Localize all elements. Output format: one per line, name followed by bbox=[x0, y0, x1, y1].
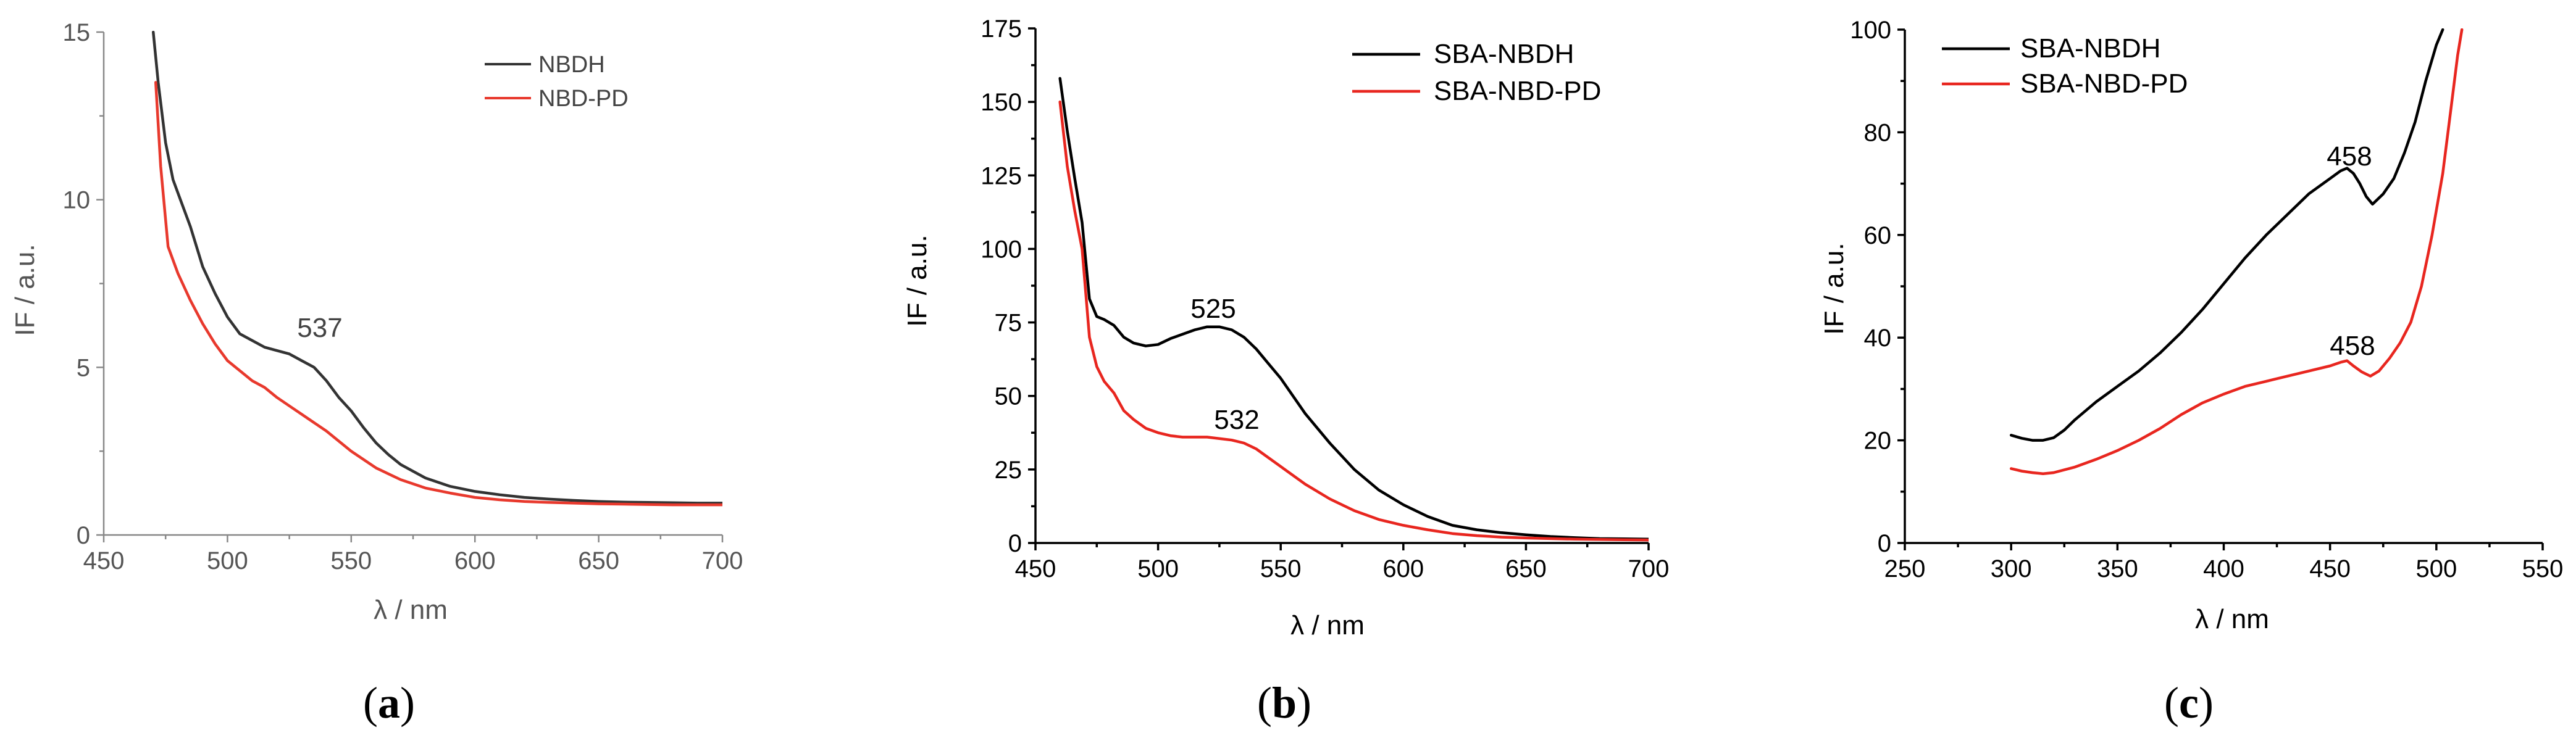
y-tick-label: 15 bbox=[63, 19, 91, 46]
panel-label-c-letter: c bbox=[2179, 678, 2199, 727]
y-tick-label: 100 bbox=[981, 236, 1022, 263]
peak-annotation-nbd-pd: 532 bbox=[1214, 405, 1259, 435]
panel-label-c: (c) bbox=[2164, 678, 2214, 727]
series-line-nbdh bbox=[151, 31, 722, 505]
legend-label-sba-nbdh: SBA-NBDH bbox=[1434, 39, 1574, 69]
x-tick-label: 700 bbox=[702, 547, 743, 574]
x-tick-label: 400 bbox=[2203, 555, 2244, 582]
y-tick-label: 0 bbox=[77, 522, 90, 549]
y-tick-label: 20 bbox=[1864, 428, 1892, 455]
series-line-nbd-pd bbox=[154, 81, 722, 507]
y-tick-label: 5 bbox=[77, 354, 90, 381]
y-tick-label: 175 bbox=[981, 15, 1022, 43]
x-tick-label: 500 bbox=[1137, 555, 1179, 582]
legend: SBA-NBDH SBA-NBD-PD bbox=[1942, 33, 2188, 99]
x-tick-label: 300 bbox=[1991, 555, 2032, 582]
peak-annotation: 537 bbox=[297, 313, 342, 343]
y-axis-label: IF / a.u. bbox=[902, 234, 932, 326]
y-tick-label: 100 bbox=[1850, 17, 1891, 44]
y-tick-label: 10 bbox=[63, 187, 91, 214]
series-line-sba-nbdh bbox=[2009, 28, 2444, 442]
x-tick-label: 550 bbox=[2522, 555, 2564, 582]
panel-a-series bbox=[151, 31, 722, 507]
panel-c: 250 300 350 400 450 500 550 0 20 40 60 80 100 λ / nm… bbox=[1819, 17, 2563, 634]
legend-label-sba-nbd-pd: SBA-NBD-PD bbox=[2020, 68, 2188, 99]
x-tick-label: 450 bbox=[83, 547, 125, 574]
panel-c-series bbox=[2009, 28, 2464, 475]
panel-b-ticks: 450 500 550 600 650 700 0 25 50 75 100 125 150 175 bbox=[981, 15, 1669, 582]
x-tick-label: 350 bbox=[2097, 555, 2138, 582]
peak-annotation-nbdh: 525 bbox=[1190, 294, 1236, 324]
y-tick-label: 50 bbox=[995, 383, 1022, 410]
legend-label-sba-nbd-pd: SBA-NBD-PD bbox=[1434, 76, 1601, 106]
legend-label-sba-nbdh: SBA-NBDH bbox=[2020, 33, 2160, 64]
series-line-sba-nbd-pd bbox=[1058, 100, 1649, 542]
panel-b-series bbox=[1058, 77, 1649, 542]
y-tick-label: 150 bbox=[981, 89, 1022, 116]
x-tick-label: 250 bbox=[1884, 555, 1926, 582]
panel-b: 450 500 550 600 650 700 0 25 50 75 100 125 150 175 λ … bbox=[902, 15, 1669, 640]
y-tick-label: 25 bbox=[995, 457, 1022, 484]
x-tick-label: 550 bbox=[330, 547, 372, 574]
x-tick-label: 550 bbox=[1260, 555, 1302, 582]
y-tick-label: 0 bbox=[1878, 530, 1891, 557]
y-tick-label: 75 bbox=[995, 310, 1022, 337]
panel-label-a: (a) bbox=[363, 678, 415, 727]
legend: SBA-NBDH SBA-NBD-PD bbox=[1352, 39, 1601, 106]
x-axis-label: λ / nm bbox=[374, 595, 448, 625]
x-tick-label: 600 bbox=[454, 547, 496, 574]
x-tick-label: 600 bbox=[1382, 555, 1424, 582]
legend: NBDH NBD-PD bbox=[485, 52, 629, 112]
y-axis-label: IF / a.u. bbox=[1819, 242, 1849, 334]
x-tick-label: 500 bbox=[207, 547, 248, 574]
panel-c-ticks: 250 300 350 400 450 500 550 0 20 40 60 80 100 bbox=[1850, 17, 2563, 582]
x-tick-label: 450 bbox=[2309, 555, 2351, 582]
panel-label-c-close: ) bbox=[2199, 678, 2214, 727]
y-axis-label: IF / a.u. bbox=[10, 244, 40, 336]
x-axis-label: λ / nm bbox=[2195, 604, 2269, 634]
panel-label-a-open: ( bbox=[363, 678, 378, 727]
x-tick-label: 450 bbox=[1015, 555, 1056, 582]
y-tick-label: 40 bbox=[1864, 325, 1892, 352]
x-tick-label: 650 bbox=[578, 547, 619, 574]
y-tick-label: 60 bbox=[1864, 222, 1892, 249]
panel-label-b: (b) bbox=[1257, 678, 1311, 727]
panel-label-b-close: ) bbox=[1297, 678, 1311, 727]
panel-label-a-close: ) bbox=[400, 678, 415, 727]
panel-label-b-open: ( bbox=[1257, 678, 1272, 727]
y-tick-label: 0 bbox=[1008, 530, 1022, 557]
legend-label-nbd-pd: NBD-PD bbox=[538, 86, 629, 112]
legend-label-nbdh: NBDH bbox=[538, 52, 605, 78]
y-tick-label: 80 bbox=[1864, 119, 1892, 146]
panel-label-c-open: ( bbox=[2164, 678, 2179, 727]
panel-label-b-letter: b bbox=[1272, 678, 1297, 727]
panel-label-a-letter: a bbox=[378, 678, 400, 727]
x-tick-label: 500 bbox=[2415, 555, 2457, 582]
panel-a-ticks: 450 500 550 600 650 700 0 5 10 15 bbox=[63, 19, 743, 574]
x-axis-label: λ / nm bbox=[1290, 610, 1365, 640]
peak-annotation-nbdh: 458 bbox=[2327, 141, 2372, 172]
y-tick-label: 125 bbox=[981, 162, 1022, 189]
series-line-sba-nbd-pd bbox=[2009, 28, 2464, 475]
peak-annotation-nbd-pd: 458 bbox=[2330, 331, 2375, 361]
panel-a: 450 500 550 600 650 700 0 5 10 15 λ / nm IF / a.u… bbox=[10, 19, 743, 625]
x-tick-label: 650 bbox=[1505, 555, 1547, 582]
series-line-sba-nbdh bbox=[1058, 77, 1649, 541]
x-tick-label: 700 bbox=[1628, 555, 1670, 582]
